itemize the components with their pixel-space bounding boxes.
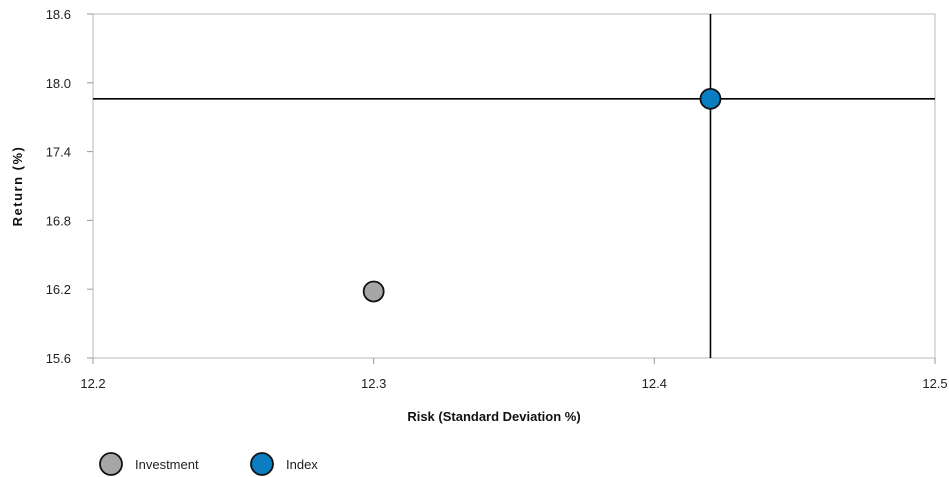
x-axis-ticks: 12.2 12.3 12.4 12.5 (80, 358, 948, 391)
x-tick-label: 12.3 (361, 376, 386, 391)
y-tick-label: 17.4 (46, 145, 71, 160)
legend-label-index: Index (286, 457, 318, 472)
index-point (699, 87, 722, 110)
legend-swatch-investment (99, 452, 123, 476)
crosshair (93, 14, 935, 358)
y-tick-label: 18.0 (46, 76, 71, 91)
legend: Investment Index (99, 452, 318, 476)
legend-label-investment: Investment (135, 457, 199, 472)
data-points (362, 87, 722, 303)
x-axis-title: Risk (Standard Deviation %) (407, 409, 580, 424)
y-tick-label: 16.8 (46, 213, 71, 228)
y-tick-label: 16.2 (46, 282, 71, 297)
x-tick-label: 12.5 (922, 376, 947, 391)
y-tick-label: 18.6 (46, 7, 71, 22)
x-tick-label: 12.4 (642, 376, 667, 391)
plot-area (92, 13, 936, 359)
y-axis-ticks: 18.6 18.0 17.4 16.8 16.2 15.6 (46, 7, 93, 366)
y-tick-label: 15.6 (46, 351, 71, 366)
legend-swatch-index (250, 452, 274, 476)
investment-point (362, 280, 385, 303)
y-axis-title: Return (%) (10, 146, 25, 227)
x-tick-label: 12.2 (80, 376, 105, 391)
